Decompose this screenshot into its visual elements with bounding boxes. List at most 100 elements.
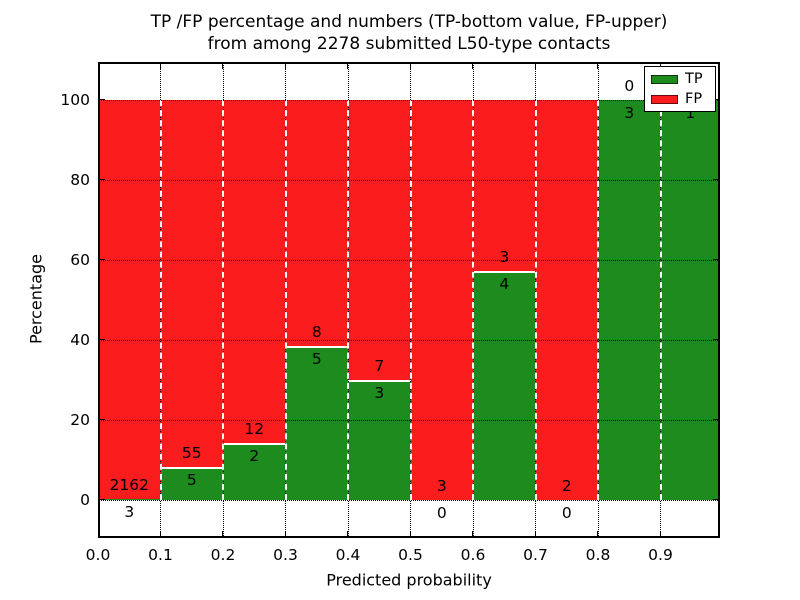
fp-count-label: 8 xyxy=(311,323,322,342)
x-tick-mark xyxy=(222,531,224,538)
fp-bar-segment xyxy=(348,100,411,380)
horizontal-gridline xyxy=(98,99,720,101)
fp-bar-segment xyxy=(285,100,348,347)
x-tick-mark-top xyxy=(222,62,224,69)
x-tick-label: 0.5 xyxy=(398,546,423,564)
x-tick-label: 0.3 xyxy=(273,546,298,564)
tp-bar-segment xyxy=(223,442,286,500)
y-tick-mark xyxy=(98,499,105,501)
legend-swatch-fp xyxy=(651,94,678,104)
plot-area: 2162355512285733034200301 xyxy=(98,62,720,538)
tp-count-label: 5 xyxy=(186,470,197,489)
x-tick-label: 0.0 xyxy=(85,546,111,564)
y-tick-label: 20 xyxy=(70,411,90,429)
y-tick-mark-right xyxy=(713,179,720,181)
fp-count-label: 2 xyxy=(561,477,572,495)
fp-count-label: 2162 xyxy=(109,476,149,495)
bar-boundary-line xyxy=(284,100,287,500)
y-tick-mark-right xyxy=(713,419,720,421)
x-tick-mark xyxy=(659,531,661,538)
tp-bar-segment xyxy=(160,466,223,500)
x-tick-label: 0.7 xyxy=(523,546,548,564)
tp-count-label: 5 xyxy=(311,350,322,369)
y-tick-mark-right xyxy=(713,99,720,101)
x-tick-mark-top xyxy=(534,62,536,69)
fp-count-label: 55 xyxy=(181,443,202,462)
x-tick-mark xyxy=(472,531,474,538)
legend-label: FP xyxy=(685,90,703,107)
y-tick-mark xyxy=(98,99,105,101)
y-tick-mark xyxy=(98,339,105,341)
x-tick-label: 0.2 xyxy=(210,546,236,564)
x-tick-mark-top xyxy=(659,62,661,69)
bar-boundary-line xyxy=(659,100,662,500)
tp-bar-segment xyxy=(285,346,348,500)
y-tick-label: 40 xyxy=(70,331,90,349)
horizontal-gridline xyxy=(98,339,720,341)
chart-title-line2: from among 2278 submitted L50-type conta… xyxy=(207,33,611,54)
y-tick-mark-right xyxy=(713,499,720,501)
x-tick-mark-top xyxy=(159,62,161,69)
chart-title: TP /FP percentage and numbers (TP-bottom… xyxy=(151,12,668,55)
x-tick-mark-top xyxy=(284,62,286,69)
tp-bar-segment xyxy=(598,100,661,500)
fp-count-label: 3 xyxy=(499,248,510,267)
y-tick-mark xyxy=(98,259,105,261)
x-tick-label: 0.1 xyxy=(148,546,173,564)
fp-count-label: 12 xyxy=(244,419,265,438)
chart-title-line1: TP /FP percentage and numbers (TP-bottom… xyxy=(150,12,668,32)
x-tick-mark-top xyxy=(472,62,474,69)
bar-boundary-line xyxy=(222,100,224,500)
fp-bar-segment xyxy=(410,100,473,500)
y-tick-mark xyxy=(98,179,105,181)
bar-boundary-line xyxy=(347,100,349,500)
fp-bar-segment xyxy=(535,100,598,500)
tp-count-label: 1 xyxy=(685,104,696,122)
fp-bar-segment xyxy=(160,100,223,467)
legend-entry: TP xyxy=(651,71,709,88)
fp-bar-segment xyxy=(223,100,286,443)
x-tick-label: 0.9 xyxy=(648,546,673,564)
legend-entry: FP xyxy=(651,91,709,108)
x-tick-mark xyxy=(347,531,349,538)
tp-bar-segment xyxy=(473,271,536,500)
y-tick-label: 60 xyxy=(70,251,90,269)
x-tick-label: 0.6 xyxy=(460,546,486,564)
x-tick-mark-top xyxy=(347,62,349,69)
x-tick-mark-top xyxy=(409,62,411,69)
horizontal-gridline xyxy=(98,499,720,501)
fp-bar-segment xyxy=(98,100,161,500)
tp-bar-segment xyxy=(348,380,411,500)
legend-label: TP xyxy=(685,70,703,87)
horizontal-gridline xyxy=(98,419,720,421)
tp-count-label: 2 xyxy=(249,446,260,465)
x-tick-mark xyxy=(597,531,599,538)
tp-count-label: 4 xyxy=(499,275,510,294)
x-tick-mark xyxy=(534,531,536,538)
tp-count-label: 3 xyxy=(124,503,135,522)
fp-bar-segment xyxy=(473,100,536,272)
tp-count-label: 0 xyxy=(436,504,447,522)
fp-count-label: 3 xyxy=(436,477,447,495)
x-tick-mark xyxy=(284,531,286,538)
legend: TP FP xyxy=(644,66,716,112)
horizontal-gridline xyxy=(98,179,720,181)
x-tick-mark-top xyxy=(597,62,599,69)
bar-boundary-line xyxy=(534,100,537,500)
bar-boundary-line xyxy=(472,100,474,500)
x-tick-label: 0.4 xyxy=(335,546,361,564)
x-tick-mark xyxy=(409,531,411,538)
y-tick-label: 0 xyxy=(80,491,90,509)
tp-count-label: 0 xyxy=(561,504,572,522)
legend-swatch-tp xyxy=(651,74,678,84)
x-axis-label: Predicted probability xyxy=(326,570,492,590)
bar-boundary-line xyxy=(409,100,412,500)
fp-count-label: 7 xyxy=(374,357,385,375)
y-tick-label: 80 xyxy=(70,171,90,189)
y-tick-mark-right xyxy=(713,339,720,341)
y-tick-mark xyxy=(98,419,105,421)
x-tick-label: 0.8 xyxy=(585,546,611,564)
y-tick-label: 100 xyxy=(60,91,90,109)
bar-boundary-line xyxy=(597,100,599,500)
